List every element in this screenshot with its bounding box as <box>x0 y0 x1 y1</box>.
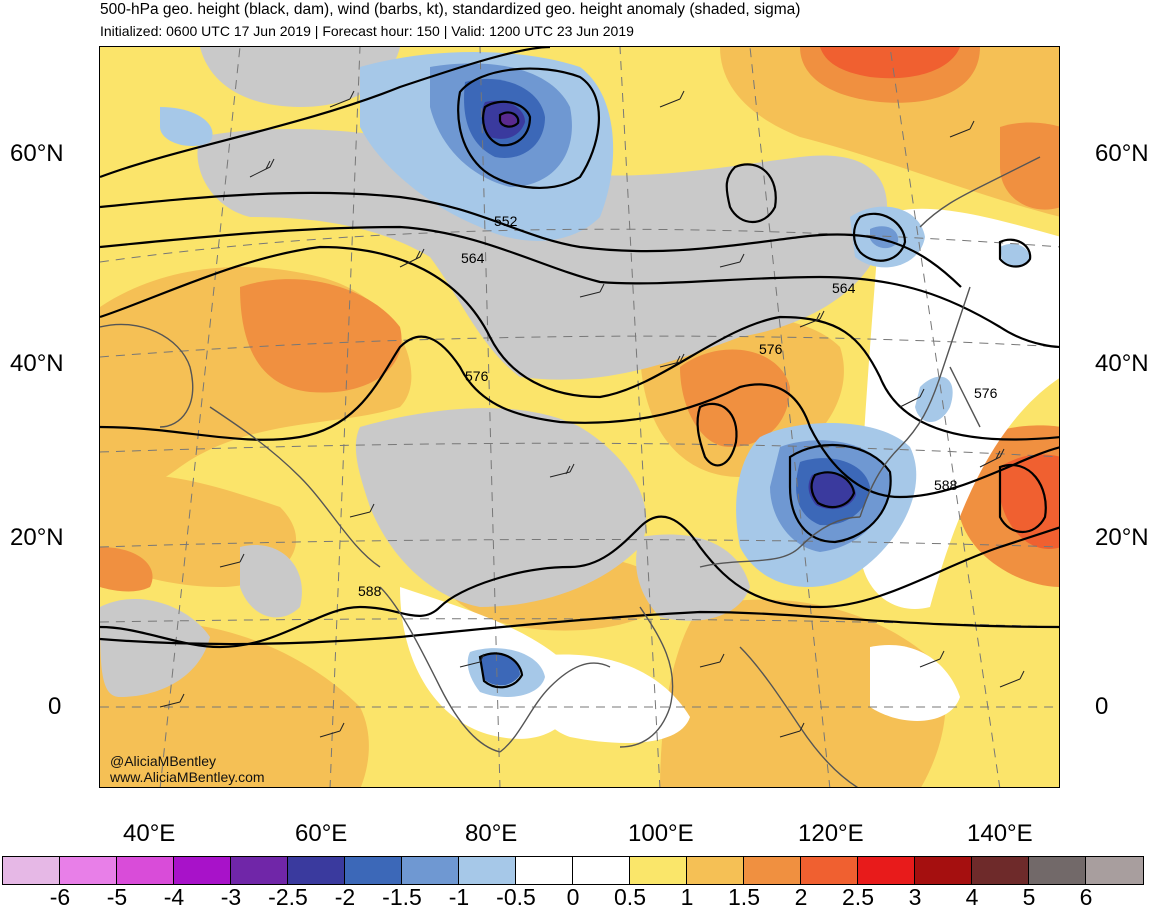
lat-label-20n-right: 20°N <box>1095 524 1149 551</box>
lat-label-20n-left: 20°N <box>10 524 64 551</box>
anomaly-grey-arabia <box>240 545 302 618</box>
colorbar-swatch <box>744 857 801 884</box>
colorbar-swatch <box>801 857 858 884</box>
contour-label-576-center: 576 <box>759 341 783 357</box>
colorbar-tick-label: -4 <box>163 884 185 910</box>
anomaly-negative-india-core <box>480 654 520 686</box>
chart-subtitle: Initialized: 0600 UTC 17 Jun 2019 | Fore… <box>100 23 634 39</box>
lon-label-60e: 60°E <box>295 820 348 847</box>
colorbar-swatch <box>345 857 402 884</box>
lat-label-40n-left: 40°N <box>10 350 64 377</box>
anomaly-neutral-east <box>870 645 960 721</box>
colorbar-swatch <box>516 857 573 884</box>
contour-label-564-west: 564 <box>461 250 485 266</box>
anomaly-positive-east <box>1000 122 1059 210</box>
anomaly-negative-ural-pit <box>500 113 517 127</box>
colorbar-tick-label: 6 <box>1079 884 1093 910</box>
colorbar-tick-label: 4 <box>965 884 979 910</box>
coastlines <box>100 156 1041 787</box>
colorbar-tick-label: -1.5 <box>382 884 422 910</box>
colorbar-swatch <box>573 857 630 884</box>
colorbar-tick-label: -5 <box>106 884 128 910</box>
contour-label-552: 552 <box>494 213 518 229</box>
colorbar-tick-label: -1 <box>448 884 470 910</box>
lon-label-120e: 120°E <box>798 820 864 847</box>
colorbar-swatch <box>1086 857 1143 884</box>
anomaly-positive-iran <box>240 279 402 393</box>
anomaly-grey-russia <box>197 128 888 380</box>
lat-label-40n-right: 40°N <box>1095 350 1149 377</box>
colorbar-tick-label: -2.5 <box>268 884 308 910</box>
colorbar-tick-label: -6 <box>49 884 71 910</box>
anomaly-positive-pacific-core <box>1000 454 1059 549</box>
anomaly-positive-china-core <box>680 349 790 447</box>
map-panel: 552 564 564 576 576 576 588 588 @AliciaM… <box>99 46 1060 788</box>
height-contours <box>100 47 1059 689</box>
colorbar-tick-label: 2.5 <box>842 884 874 910</box>
lat-label-60n-left: 60°N <box>10 140 64 167</box>
colorbar-swatch <box>60 857 117 884</box>
anomaly-positive-siberia-core <box>820 47 960 79</box>
anomaly-grey-north <box>200 47 400 107</box>
anomaly-negative-pacific-north <box>1000 243 1030 267</box>
colorbar-tick-label: 0.5 <box>614 884 646 910</box>
contour-label-576-east: 576 <box>974 385 998 401</box>
anomaly-neutral-pacific <box>860 208 1059 609</box>
colorbar-tick-label: 1.5 <box>728 884 760 910</box>
colorbar-tick-label: 1 <box>680 884 694 910</box>
wind-barbs <box>159 90 1025 738</box>
colorbar-tick-label: 5 <box>1022 884 1036 910</box>
contour-label-564-east: 564 <box>832 280 856 296</box>
lat-label-60n-right: 60°N <box>1095 140 1149 167</box>
anomaly-grey-indochina <box>636 534 750 621</box>
colorbar-swatch <box>402 857 459 884</box>
anomaly-positive-northeast <box>720 47 1059 217</box>
contour-label-576-west: 576 <box>465 368 489 384</box>
lat-label-eq-right: 0 <box>1095 693 1109 720</box>
colorbar-swatch <box>3 857 60 884</box>
anomaly-grey-africa <box>100 598 210 697</box>
lat-label-eq-left: 0 <box>48 693 62 720</box>
colorbar-tick-label: -3 <box>220 884 242 910</box>
anomaly-positive-southwest <box>100 547 153 592</box>
contour-label-588-east: 588 <box>934 477 958 493</box>
colorbar-tick-label: 3 <box>908 884 922 910</box>
lon-label-140e: 140°E <box>967 820 1033 847</box>
colorbar-tick-label: 2 <box>794 884 808 910</box>
chart-title: 500-hPa geo. height (black, dam), wind (… <box>100 1 801 18</box>
anomaly-negative-japan <box>915 376 953 422</box>
colorbar <box>2 856 1144 885</box>
lon-label-100e: 100°E <box>628 820 694 847</box>
colorbar-tick-label: 0 <box>566 884 580 910</box>
lon-label-80e: 80°E <box>465 820 518 847</box>
colorbar-swatch <box>174 857 231 884</box>
anomaly-map <box>100 47 1059 787</box>
colorbar-swatch <box>288 857 345 884</box>
colorbar-swatch <box>915 857 972 884</box>
colorbar-swatch <box>1029 857 1086 884</box>
colorbar-swatch <box>858 857 915 884</box>
lon-label-40e: 40°E <box>123 820 176 847</box>
contour-label-588-west: 588 <box>358 583 382 599</box>
anomaly-neutral-bay <box>530 654 690 743</box>
colorbar-tick-label: -0.5 <box>496 884 536 910</box>
colorbar-tick-label: -2 <box>334 884 356 910</box>
anomaly-negative-typhoon-center <box>808 472 856 510</box>
colorbar-swatch <box>630 857 687 884</box>
credit-handle: @AliciaMBentley <box>110 753 217 769</box>
colorbar-swatch <box>117 857 174 884</box>
colorbar-swatch <box>231 857 288 884</box>
anomaly-negative-west <box>160 107 213 147</box>
colorbar-swatch <box>972 857 1029 884</box>
colorbar-swatch <box>459 857 516 884</box>
anomaly-grey-tibet <box>355 408 647 607</box>
credit-website: www.AliciaMBentley.com <box>110 769 265 785</box>
colorbar-swatch <box>687 857 744 884</box>
